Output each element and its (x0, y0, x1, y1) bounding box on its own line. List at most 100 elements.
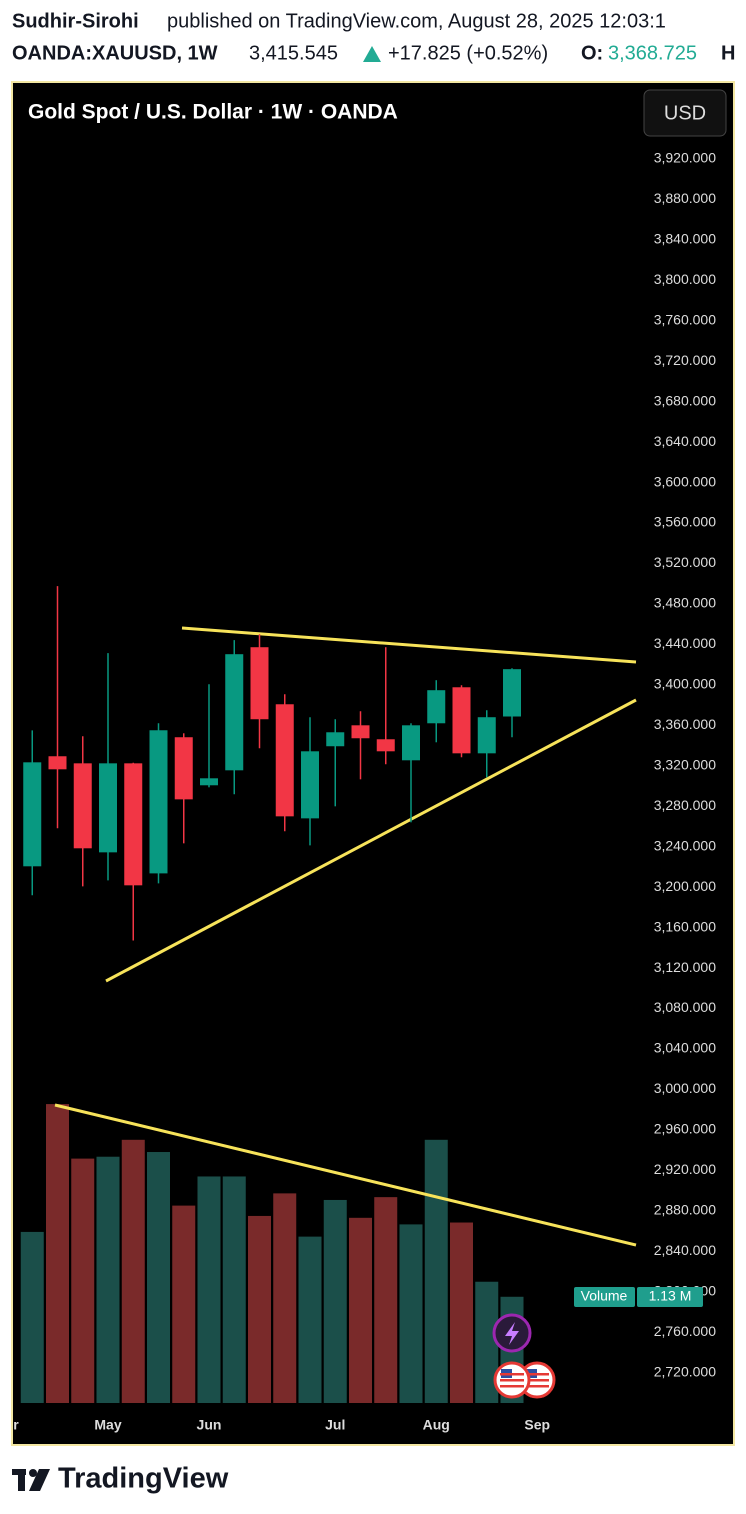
y-tick-label: 3,120.000 (654, 959, 716, 975)
flag-stripe (500, 1373, 524, 1376)
candle-body (149, 730, 168, 874)
volume-name-box (574, 1287, 635, 1307)
volume-bar (450, 1222, 473, 1403)
volume-name: Volume (581, 1288, 628, 1304)
y-tick-label: 3,600.000 (654, 473, 716, 489)
flag-stripe (500, 1379, 524, 1382)
plot (20, 586, 637, 1403)
candle-body (351, 725, 370, 739)
y-tick-label: 3,480.000 (654, 595, 716, 611)
volume-bar (399, 1224, 423, 1403)
y-tick-label: 3,920.000 (654, 150, 716, 166)
event-icon-bolt (505, 1322, 519, 1345)
high-label: H (721, 42, 735, 64)
flag-stripe (525, 1373, 549, 1376)
open-label: O: (581, 42, 603, 64)
y-tick-label: 3,080.000 (654, 999, 716, 1015)
y-tick-label: 2,880.000 (654, 1202, 716, 1218)
y-tick-label: 2,760.000 (654, 1323, 716, 1339)
y-tick-label: 3,400.000 (654, 676, 716, 692)
y-tick-label: 3,640.000 (654, 433, 716, 449)
volume-bar (273, 1193, 297, 1403)
volume-bar (46, 1104, 69, 1403)
y-tick-label: 3,000.000 (654, 1080, 716, 1096)
y-tick-label: 3,880.000 (654, 190, 716, 206)
brand-logo (12, 1469, 50, 1491)
volume-bar (475, 1281, 499, 1403)
open-value: 3,368.725 (608, 42, 697, 64)
candle-body (250, 647, 269, 720)
flag-stripe (525, 1385, 549, 1388)
candle-body (402, 725, 420, 761)
y-tick-label: 2,720.000 (654, 1363, 716, 1379)
volume-bar (424, 1139, 448, 1403)
up-arrow (363, 46, 381, 62)
candle-body (23, 762, 42, 867)
author: Sudhir-Sirohi (12, 10, 139, 32)
y-tick-label: 3,040.000 (654, 1040, 716, 1056)
currency-button[interactable] (643, 89, 727, 137)
volume-bar (197, 1176, 221, 1403)
volume-bar (248, 1215, 271, 1403)
y-tick-label: 2,960.000 (654, 1121, 716, 1137)
trend-line (105, 698, 637, 983)
y-tick-label: 3,560.000 (654, 514, 716, 530)
y-tick-label: 3,360.000 (654, 716, 716, 732)
y-tick-label: 3,240.000 (654, 837, 716, 853)
flag-stripe (500, 1385, 524, 1388)
volume-bar (323, 1199, 347, 1403)
volume-bar (298, 1236, 322, 1403)
trend-line (181, 626, 637, 664)
y-tick-label: 3,160.000 (654, 918, 716, 934)
y-tick-label: 2,840.000 (654, 1242, 716, 1258)
currency-label[interactable]: USD (664, 102, 706, 124)
candle-body (326, 732, 345, 747)
y-tick-label: 3,440.000 (654, 635, 716, 651)
y-tick-label: 3,720.000 (654, 352, 716, 368)
y-tick-label: 3,760.000 (654, 311, 716, 327)
chart-frame (11, 81, 735, 1446)
candle-body (452, 687, 471, 754)
candle-body (124, 763, 143, 886)
symbol: OANDA:XAUUSD, 1W (12, 42, 218, 64)
y-tick-label: 3,280.000 (654, 797, 716, 813)
x-tick-label: Jun (197, 1417, 222, 1433)
y-tick-label: 3,200.000 (654, 878, 716, 894)
candle-body (477, 717, 496, 754)
volume-value: 1.13 M (649, 1288, 692, 1304)
volume-bar (121, 1139, 145, 1403)
x-tick-label: May (94, 1417, 121, 1433)
change: +17.825 (+0.52%) (388, 42, 548, 64)
candle-body (200, 778, 218, 786)
y-tick-label: 3,320.000 (654, 756, 716, 772)
x-tick-label: Jul (325, 1417, 345, 1433)
volume-value-box (637, 1287, 703, 1307)
flag-stripe (525, 1379, 549, 1382)
y-tick-label: 3,840.000 (654, 230, 716, 246)
candle-body (427, 690, 446, 724)
x-tick-label: Sep (524, 1417, 550, 1433)
candle-body (73, 763, 92, 849)
last-price: 3,415.545 (249, 42, 338, 64)
x-tick-label: Aug (423, 1417, 450, 1433)
candle-body (48, 756, 67, 770)
volume-bar (20, 1231, 44, 1403)
x-tick-label: r (13, 1417, 19, 1433)
y-tick-label: 3,680.000 (654, 392, 716, 408)
y-tick-label: 3,800.000 (654, 271, 716, 287)
candle-body (225, 654, 244, 771)
volume-bar (222, 1176, 246, 1403)
candle-body (275, 704, 294, 817)
candle-body (376, 739, 395, 752)
candle-body (503, 669, 521, 717)
volume-bar (374, 1197, 398, 1403)
volume-bar (96, 1156, 120, 1403)
volume-bar (71, 1158, 95, 1403)
brand-name: TradingView (58, 1463, 229, 1495)
volume-bar (349, 1217, 372, 1403)
y-tick-label: 3,520.000 (654, 554, 716, 570)
y-tick-label: 2,920.000 (654, 1161, 716, 1177)
candle-body (174, 737, 193, 800)
